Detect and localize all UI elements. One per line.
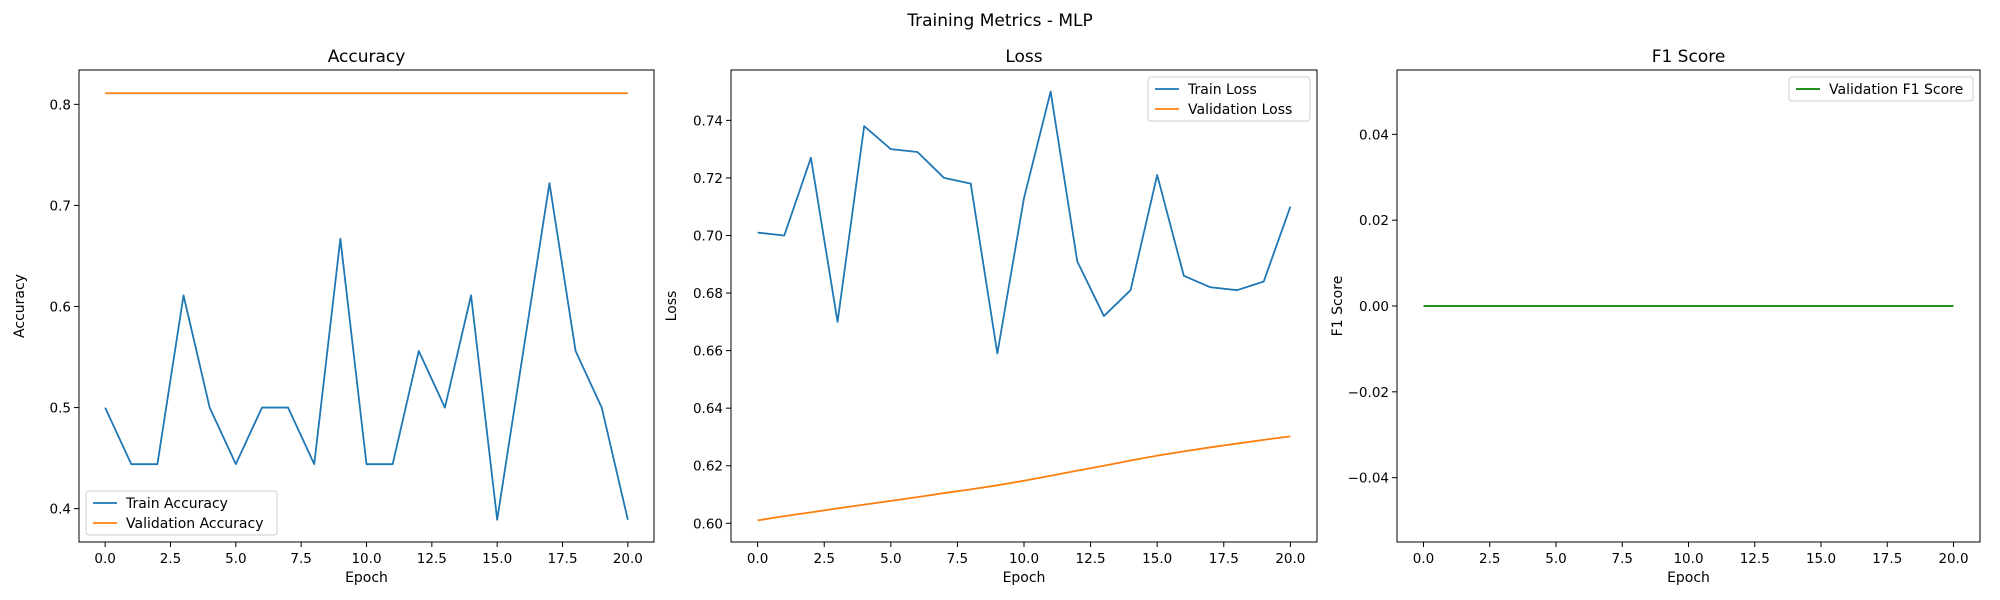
y-tick-label: 0.6 (50, 300, 71, 316)
x-tick-label: 5.0 (225, 551, 246, 567)
y-axis-label: F1 Score (1330, 276, 1346, 337)
y-tick-label: 0.8 (50, 97, 71, 113)
x-tick-label: 20.0 (613, 551, 643, 567)
y-tick-label: 0.04 (1359, 127, 1389, 143)
y-tick-label: 0.60 (693, 516, 723, 532)
y-tick-label: 0.02 (1359, 213, 1389, 229)
x-tick-label: 0.0 (747, 551, 768, 567)
legend-label: Train Loss (1187, 82, 1257, 98)
y-tick-label: 0.74 (693, 113, 723, 129)
x-tick-label: 7.5 (290, 551, 311, 567)
x-tick-label: 12.5 (417, 551, 447, 567)
panel-title: Loss (1005, 47, 1042, 67)
y-tick-label: 0.70 (693, 228, 723, 244)
y-tick-label: 0.62 (693, 459, 723, 475)
x-tick-label: 0.0 (1413, 551, 1434, 567)
figure-suptitle: Training Metrics - MLP (906, 11, 1093, 31)
panel-title: Accuracy (328, 47, 406, 67)
legend-label: Train Accuracy (125, 496, 228, 512)
x-tick-label: 10.0 (351, 551, 381, 567)
panel-title: F1 Score (1652, 47, 1726, 67)
legend-box (1147, 76, 1311, 122)
x-tick-label: 2.5 (160, 551, 181, 567)
y-tick-label: −0.02 (1348, 385, 1389, 401)
y-tick-label: 0.7 (50, 198, 71, 214)
x-tick-label: 17.5 (1872, 551, 1902, 567)
legend: Train Accuracy Validation Accuracy (85, 490, 278, 536)
x-tick-label: 20.0 (1275, 551, 1305, 567)
x-tick-label: 5.0 (1545, 551, 1566, 567)
x-tick-label: 20.0 (1938, 551, 1968, 567)
x-tick-label: 17.5 (1209, 551, 1239, 567)
y-axis-label: Loss (664, 291, 680, 322)
x-tick-label: 0.0 (94, 551, 115, 567)
x-tick-label: 15.0 (482, 551, 512, 567)
x-tick-label: 2.5 (813, 551, 834, 567)
series-line-2 (757, 435, 1291, 522)
legend: Validation F1 Score (1788, 76, 1974, 102)
y-axis-label: Accuracy (12, 274, 28, 338)
y-tick-label: 0.4 (50, 502, 71, 518)
chart-panel-1: Accuracy 0.0 2.5 5.0 7.5 10.0 12.5 15.0 17.5 20.0… (12, 47, 655, 586)
legend-box (85, 490, 278, 536)
chart-panel-2: Loss 0.0 2.5 5.0 7.5 10.0 12.5 15.0 17.5 20.0 0.60… (664, 47, 1318, 586)
y-tick-label: 0.68 (693, 286, 723, 302)
y-tick-label: 0.66 (693, 344, 723, 360)
axes-frame (730, 69, 1318, 543)
axes-frame (1396, 69, 1981, 543)
x-tick-label: 12.5 (1076, 551, 1106, 567)
y-tick-label: 0.64 (693, 401, 723, 417)
legend-box (1788, 76, 1974, 102)
x-tick-label: 5.0 (880, 551, 901, 567)
x-tick-label: 17.5 (547, 551, 577, 567)
legend-label: Validation Accuracy (126, 516, 264, 532)
legend: Train Loss Validation Loss (1147, 76, 1311, 122)
x-tick-label: 10.0 (1009, 551, 1039, 567)
x-axis-label: Epoch (1667, 570, 1710, 586)
axes-frame (78, 69, 655, 543)
x-axis-label: Epoch (1003, 570, 1046, 586)
x-tick-label: 2.5 (1479, 551, 1500, 567)
x-axis-label: Epoch (345, 570, 388, 586)
x-tick-label: 15.0 (1142, 551, 1172, 567)
x-tick-label: 12.5 (1740, 551, 1770, 567)
x-tick-label: 7.5 (1612, 551, 1633, 567)
chart-panel-3: F1 Score 0.0 2.5 5.0 7.5 10.0 12.5 15.0 17.5 20.0… (1330, 47, 1981, 586)
y-tick-label: 0.5 (50, 401, 71, 417)
series-line-1 (757, 90, 1292, 355)
legend-label: Validation F1 Score (1829, 82, 1963, 98)
x-tick-label: 15.0 (1806, 551, 1836, 567)
y-tick-label: 0.72 (693, 171, 723, 187)
y-tick-label: −0.04 (1348, 471, 1389, 487)
y-tick-label: 0.00 (1359, 299, 1389, 315)
legend-label: Validation Loss (1188, 102, 1292, 118)
x-tick-label: 7.5 (947, 551, 968, 567)
series-line-1 (104, 182, 629, 521)
x-tick-label: 10.0 (1673, 551, 1703, 567)
